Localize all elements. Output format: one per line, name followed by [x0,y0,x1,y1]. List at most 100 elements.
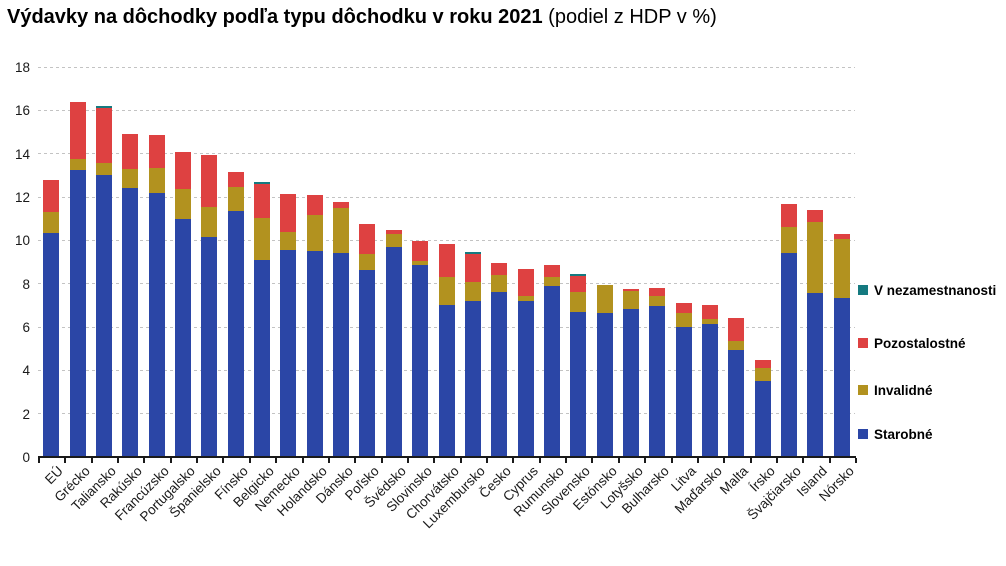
bar-segment-Invalidné [781,227,798,254]
bar-Belgicko [254,181,271,457]
bar-segment-Starobné [807,293,824,457]
bar-Česko [491,263,508,457]
bar-segment-Invalidné [227,187,244,212]
bar-segment-Starobné [491,292,508,457]
bar-segment-Invalidné [517,295,534,301]
bar-Malta [728,318,745,457]
bar-segment-Starobné [43,232,60,457]
x-axis-tick [433,458,436,463]
bar-segment-Invalidné [675,312,692,327]
x-axis-tick [617,458,620,463]
legend-label: Pozostalostné [874,336,966,351]
bar-EÚ [43,179,60,457]
bar-segment-Invalidné [95,163,112,176]
legend-item-Invalidné: Invalidné [858,383,933,399]
bar-segment-Invalidné [306,215,323,252]
bar-segment-Pozostalostné [781,203,798,228]
bar-segment-Pozostalostné [148,135,165,168]
legend-label: V nezamestnanosti [874,283,997,298]
bar-Rakúsko [122,134,139,457]
bar-segment-Invalidné [254,217,271,260]
bar-segment-Pozostalostné [280,193,297,232]
x-axis-tick [248,458,251,463]
legend-item-V nezamestnanosti: V nezamestnanosti [858,283,996,299]
bar-segment-Starobné [543,285,560,457]
bar-segment-Pozostalostné [227,172,244,188]
bar-Dánsko [333,202,350,457]
plot-area [38,66,855,457]
bar-Írsko [754,359,771,457]
bar-segment-Pozostalostné [702,305,719,320]
bar-segment-Invalidné [596,284,613,313]
legend-swatch-icon [858,285,868,295]
bar-segment-Starobné [122,188,139,457]
bar-segment-Starobné [675,327,692,457]
bar-Taliansko [95,106,112,457]
bar-segment-Pozostalostné [570,276,587,293]
bar-segment-Invalidné [649,295,666,307]
x-axis-tick [486,458,489,463]
bar-Holandsko [306,194,323,457]
bar-segment-Starobné [622,308,639,457]
x-axis-tick [354,458,357,463]
legend-label: Starobné [874,427,933,442]
x-axis-tick [828,458,831,463]
bar-Slovensko [570,273,587,457]
x-axis-tick [380,458,383,463]
bar-Lotyšsko [622,289,639,457]
bar-segment-Starobné [464,301,481,457]
bar-segment-Starobné [728,349,745,457]
x-axis-tick [775,458,778,463]
bar-segment-Invalidné [491,275,508,293]
y-axis-tick-label: 4 [22,363,30,379]
bar-segment-Pozostalostné [807,210,824,222]
bar-Francúzsko [148,135,165,457]
chart-title: Výdavky na dôchodky podľa typu dôchodku … [7,4,819,30]
bar-segment-Pozostalostné [385,229,402,234]
bar-Nórsko [833,233,850,457]
x-axis-tick [222,458,225,463]
x-axis-tick [64,458,67,463]
legend-label: Invalidné [874,383,933,398]
bar-segment-Starobné [833,297,850,457]
bar-segment-Invalidné [333,207,350,254]
bar-Chorvátsko [438,243,455,457]
bar-segment-Starobné [754,381,771,457]
legend-swatch-icon [858,429,868,439]
bar-segment-Pozostalostné [543,265,560,278]
bar-Švajčiarsko [781,203,798,457]
bar-segment-Starobné [385,246,402,457]
x-axis-tick [565,458,568,463]
legend-swatch-icon [858,385,868,395]
bar-segment-Pozostalostné [43,179,60,213]
x-axis-tick [169,458,172,463]
bar-segment-Invalidné [438,277,455,306]
x-axis-tick [670,458,673,463]
x-axis-tick [406,458,409,463]
chart-title-subtitle: (podiel z HDP v %) [542,6,717,28]
bar-segment-Starobné [438,305,455,457]
gridline [38,196,855,198]
bar-segment-Invalidné [464,281,481,301]
bar-segment-Pozostalostné [201,154,218,207]
x-axis-tick [459,458,462,463]
bar-Poľsko [359,224,376,457]
legend-swatch-icon [858,338,868,348]
bar-segment-Invalidné [807,221,824,294]
bar-segment-Starobné [254,259,271,457]
x-axis-tick [301,458,304,463]
bar-segment-Pozostalostné [438,243,455,278]
x-axis-tick [749,458,752,463]
x-axis-tick [38,458,40,463]
bar-Rumunsko [543,265,560,457]
bar-segment-Invalidné [833,239,850,298]
x-axis-tick [591,458,594,463]
bar-Island [807,210,824,457]
bar-segment-Starobné [596,312,613,457]
x-axis-tick [143,458,146,463]
x-axis-tick [512,458,515,463]
bar-segment-Pozostalostné [754,359,771,369]
bar-segment-Starobné [570,311,587,457]
bar-Bulharsko [649,288,666,457]
bar-segment-Pozostalostné [649,288,666,296]
